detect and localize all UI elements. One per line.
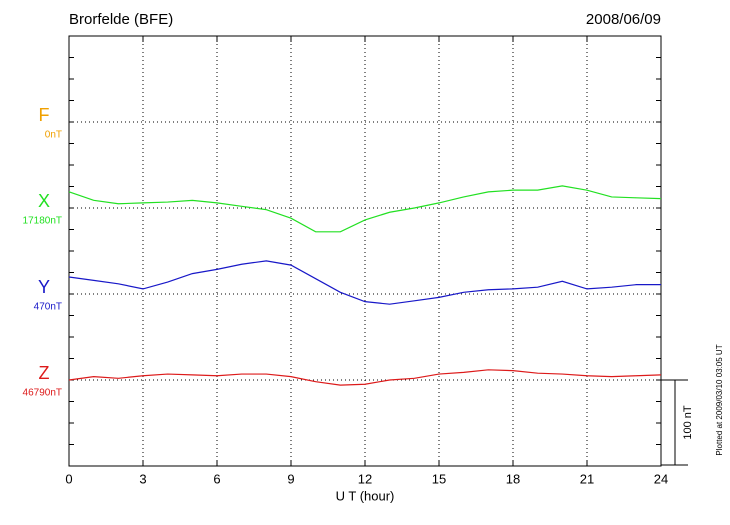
legend-label: Y — [38, 277, 50, 297]
legend-label: X — [38, 191, 50, 211]
legend-label: F — [39, 105, 50, 125]
chart-title: Brorfelde (BFE) — [69, 11, 173, 28]
x-tick-label: 21 — [580, 471, 594, 486]
chart-date: 2008/06/09 — [586, 11, 661, 28]
series-line — [68, 185, 662, 233]
x-tick-label: 15 — [432, 471, 446, 486]
x-tick-label: 3 — [139, 471, 146, 486]
footer: Plotted at 2009/03/10 03:05 UT — [715, 344, 724, 455]
x-tick-label: 0 — [65, 471, 72, 486]
series-line — [68, 369, 662, 386]
x-tick-label: 18 — [506, 471, 520, 486]
baseline-label: 46790nT — [23, 388, 62, 399]
baseline-label: 0nT — [45, 130, 62, 141]
series-line — [68, 260, 661, 305]
legend-label: Z — [39, 363, 50, 383]
x-tick-label: 12 — [358, 471, 372, 486]
baseline-label: 470nT — [34, 302, 62, 313]
baseline-label: 17180nT — [23, 216, 62, 227]
x-tick-label: 24 — [654, 471, 668, 486]
x-tick-label: 6 — [213, 471, 220, 486]
scale-bar-label: 100 nT — [682, 405, 694, 440]
x-tick-label: 9 — [287, 471, 294, 486]
x-axis-label: U T (hour) — [336, 488, 395, 503]
